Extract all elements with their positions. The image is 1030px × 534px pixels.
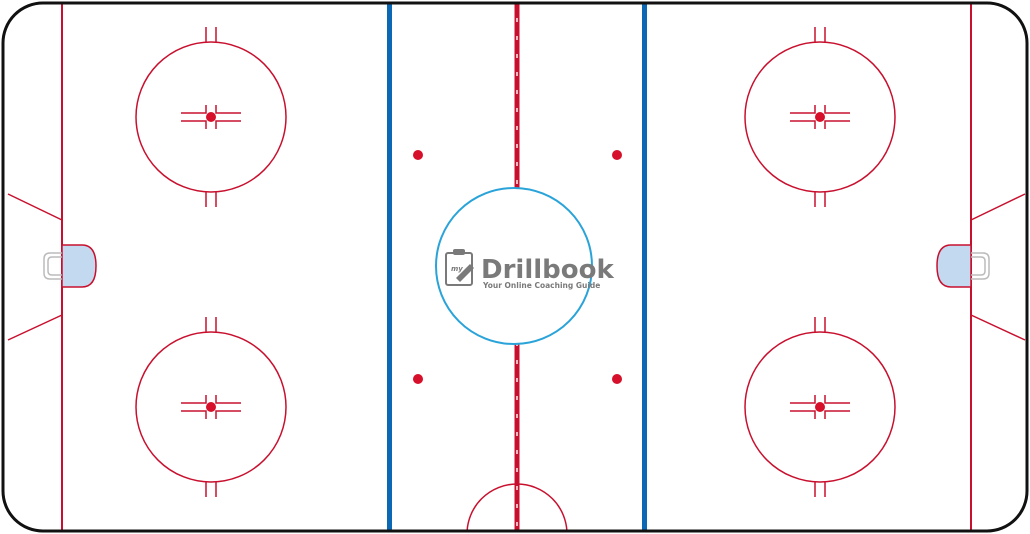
- neutral-dot: [612, 150, 622, 160]
- clipboard-icon: my: [445, 249, 474, 286]
- drillbook-logo: my Drillbook Your Online Coaching Guide: [445, 249, 614, 290]
- goal-net-left: [43, 252, 62, 280]
- neutral-dot: [413, 150, 423, 160]
- faceoff-circle: [135, 27, 287, 207]
- goal-crease-right: [936, 244, 972, 288]
- faceoff-dot: [206, 402, 216, 412]
- faceoff-circle: [744, 27, 896, 207]
- faceoff-circle: [744, 317, 896, 497]
- logo-tagline: Your Online Coaching Guide: [482, 281, 600, 290]
- goal-crease-left: [61, 244, 97, 288]
- neutral-dot: [612, 374, 622, 384]
- center-circle: [435, 187, 593, 345]
- faceoff-dot: [815, 112, 825, 122]
- faceoff-dot: [206, 112, 216, 122]
- neutral-dot: [413, 374, 423, 384]
- logo-prefix: my: [451, 265, 463, 273]
- logo-title: Drillbook: [481, 255, 614, 285]
- trapezoid-left: [7, 193, 63, 341]
- faceoff-circle: [135, 317, 287, 497]
- referee-crease: [466, 483, 568, 531]
- goal-net-right: [971, 252, 990, 280]
- blue-line-right: [642, 3, 647, 531]
- blue-line-left: [387, 3, 392, 531]
- trapezoid-right: [970, 193, 1026, 341]
- faceoff-dot: [815, 402, 825, 412]
